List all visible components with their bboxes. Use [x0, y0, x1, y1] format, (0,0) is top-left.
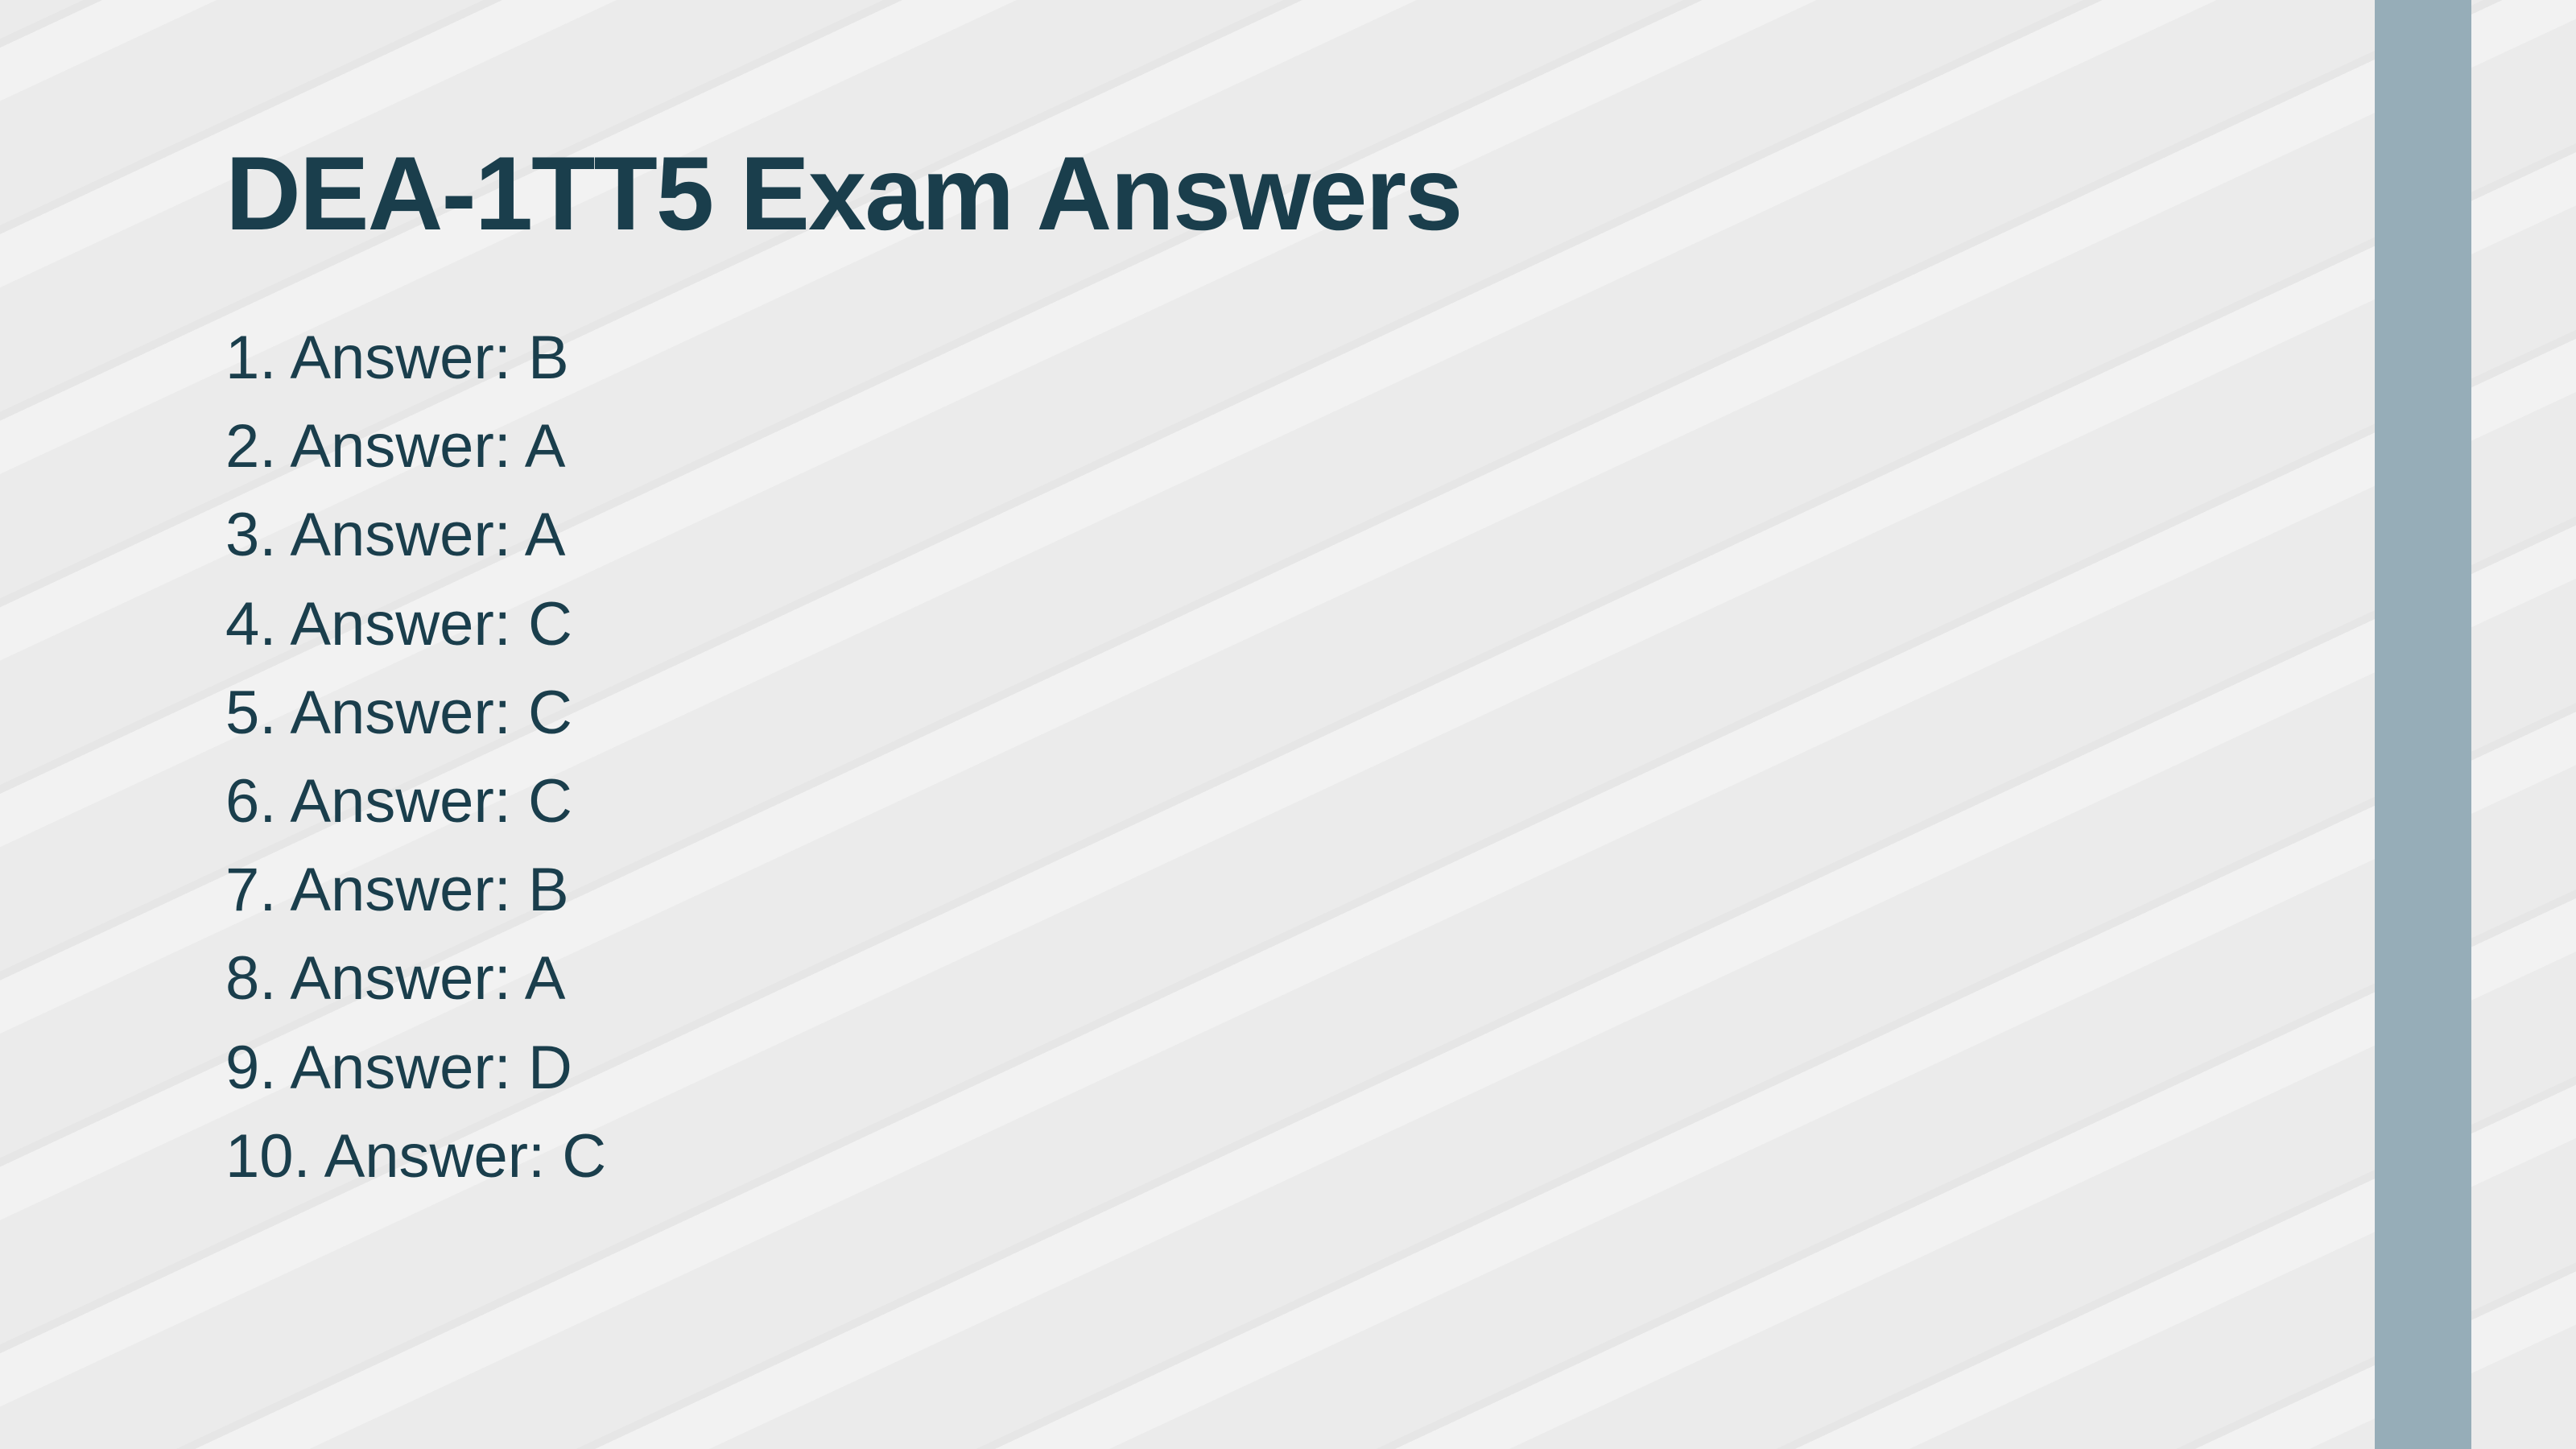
answer-value: C — [528, 590, 572, 658]
answer-number: 6 — [225, 767, 259, 836]
answer-item: 2. Answer: A — [225, 402, 2576, 491]
answer-label: Answer: — [290, 412, 511, 481]
answer-number: 4 — [225, 590, 259, 658]
answer-number: 10 — [225, 1122, 294, 1191]
page-title: DEA-1TT5 Exam Answers — [225, 133, 2576, 254]
answer-label: Answer: — [290, 767, 511, 836]
answer-label: Answer: — [324, 1122, 546, 1191]
answer-item: 5. Answer: C — [225, 669, 2576, 758]
answer-item: 1. Answer: B — [225, 314, 2576, 402]
answer-value: A — [525, 501, 566, 569]
answer-label: Answer: — [290, 1034, 511, 1102]
answer-value: D — [528, 1034, 572, 1102]
answer-value: C — [528, 767, 572, 836]
answer-value: A — [525, 944, 566, 1013]
answer-number: 9 — [225, 1034, 259, 1102]
answer-item: 7. Answer: B — [225, 846, 2576, 935]
answer-value: B — [528, 324, 569, 392]
answer-item: 10. Answer: C — [225, 1113, 2576, 1201]
answer-item: 3. Answer: A — [225, 491, 2576, 580]
answer-label: Answer: — [290, 856, 511, 924]
answer-number: 1 — [225, 324, 259, 392]
answer-label: Answer: — [290, 324, 511, 392]
answer-number: 2 — [225, 412, 259, 481]
answer-label: Answer: — [290, 679, 511, 747]
answer-value: A — [525, 412, 566, 481]
answer-label: Answer: — [290, 944, 511, 1013]
answer-item: 8. Answer: A — [225, 935, 2576, 1023]
answer-label: Answer: — [290, 590, 511, 658]
answer-item: 6. Answer: C — [225, 758, 2576, 846]
answer-value: C — [562, 1122, 606, 1191]
main-content: DEA-1TT5 Exam Answers 1. Answer: B 2. An… — [0, 0, 2576, 1201]
answer-number: 3 — [225, 501, 259, 569]
answer-label: Answer: — [290, 501, 511, 569]
answer-value: B — [528, 856, 569, 924]
answer-number: 7 — [225, 856, 259, 924]
answer-item: 4. Answer: C — [225, 580, 2576, 669]
answer-value: C — [528, 679, 572, 747]
answer-number: 8 — [225, 944, 259, 1013]
answer-item: 9. Answer: D — [225, 1024, 2576, 1113]
answer-list: 1. Answer: B 2. Answer: A 3. Answer: A 4… — [225, 314, 2576, 1201]
answer-number: 5 — [225, 679, 259, 747]
